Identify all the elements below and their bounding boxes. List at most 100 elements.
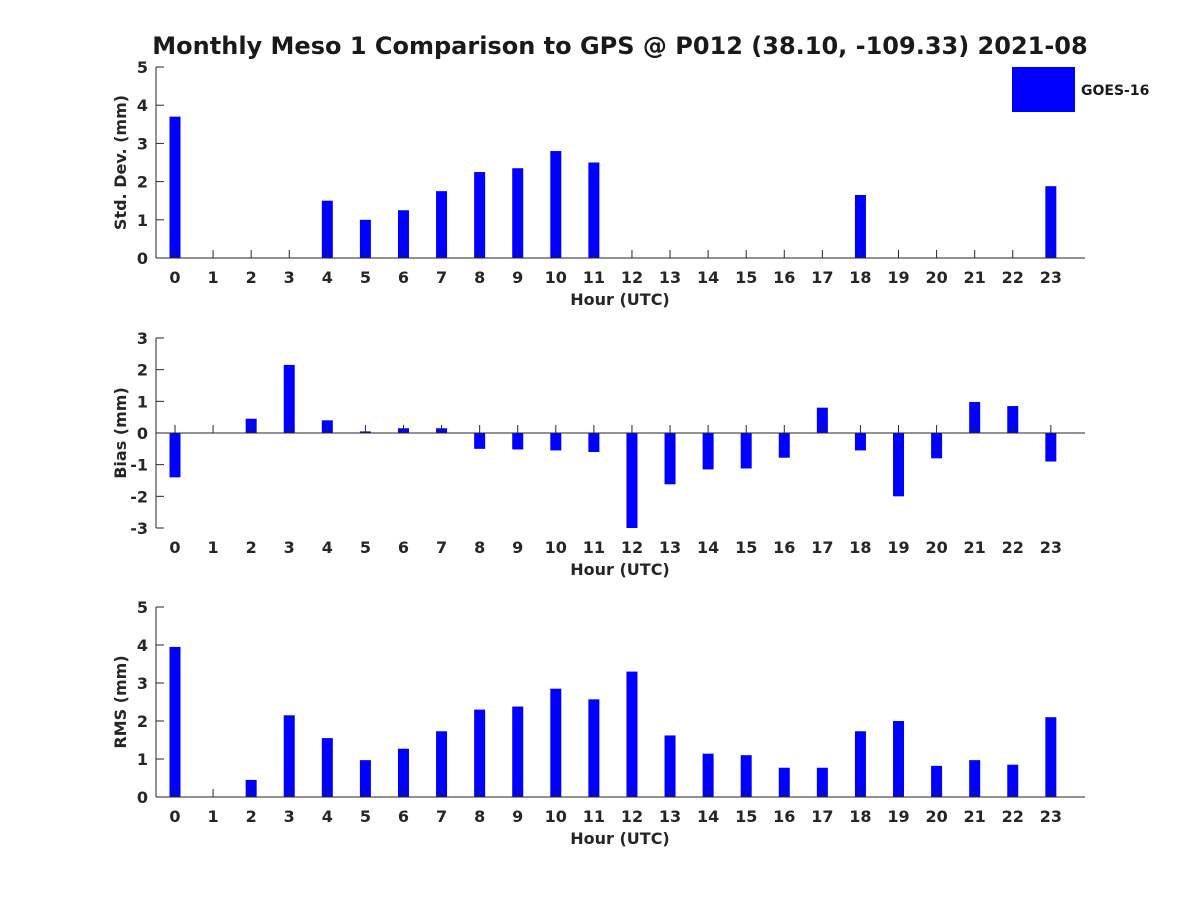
rms-bar-14 <box>702 753 714 797</box>
bias-xtick-label: 5 <box>360 538 371 557</box>
std-xtick-label: 20 <box>925 268 947 287</box>
bias-xtick-label: 9 <box>512 538 523 557</box>
bias-bar-22 <box>1007 406 1019 433</box>
bias-bar-16 <box>778 433 790 458</box>
rms-xtick-label: 18 <box>849 807 871 826</box>
rms-bar-19 <box>893 721 905 797</box>
legend: GOES-16 <box>1012 67 1149 112</box>
std-xtick-label: 5 <box>360 268 371 287</box>
bias-xtick-label: 4 <box>322 538 333 557</box>
bias-x-axis-label: Hour (UTC) <box>570 560 670 579</box>
bias-bar-19 <box>893 433 905 497</box>
bias-xtick-label: 20 <box>925 538 947 557</box>
rms-bar-3 <box>283 715 295 797</box>
std-xtick-label: 12 <box>621 268 643 287</box>
bias-bar-20 <box>931 433 943 459</box>
bias-bar-23 <box>1045 433 1057 462</box>
rms-xtick-label: 13 <box>659 807 681 826</box>
bias-bar-0 <box>169 433 181 478</box>
legend-swatch <box>1012 67 1075 112</box>
rms-x-axis-label: Hour (UTC) <box>570 829 670 848</box>
bias-xtick-label: 22 <box>1002 538 1024 557</box>
rms-xtick-label: 14 <box>697 807 719 826</box>
rms-xtick-label: 22 <box>1002 807 1024 826</box>
rms-bar-11 <box>588 699 600 797</box>
legend-label: GOES-16 <box>1081 83 1149 99</box>
bias-xtick-label: 19 <box>887 538 909 557</box>
rms-xtick-label: 10 <box>545 807 567 826</box>
std-bar-18 <box>854 194 866 258</box>
bias-bar-17 <box>816 407 828 433</box>
rms-ytick-label: 4 <box>137 636 148 655</box>
std-ytick-label: 2 <box>137 173 148 192</box>
bias-xtick-label: 11 <box>583 538 605 557</box>
bias-bar-13 <box>664 433 676 485</box>
std-xtick-label: 4 <box>322 268 333 287</box>
bias-xtick-label: 0 <box>169 538 180 557</box>
std-x-axis-label: Hour (UTC) <box>570 290 670 309</box>
bias-xtick-label: 12 <box>621 538 643 557</box>
std-xtick-label: 17 <box>811 268 833 287</box>
std-ytick-label: 1 <box>137 211 148 230</box>
std-ytick-label: 3 <box>137 134 148 153</box>
std-bar-4 <box>321 200 333 258</box>
bias-xtick-label: 6 <box>398 538 409 557</box>
bias-bar-15 <box>740 433 752 469</box>
std-bar-23 <box>1045 186 1057 258</box>
rms-bar-10 <box>550 688 562 797</box>
std-xtick-label: 22 <box>1002 268 1024 287</box>
std-xtick-label: 19 <box>887 268 909 287</box>
bias-xtick-label: 7 <box>436 538 447 557</box>
bias-bar-11 <box>588 433 600 452</box>
bias-y-axis-label: Bias (mm) <box>111 387 130 479</box>
rms-bar-18 <box>854 731 866 797</box>
rms-bar-4 <box>321 738 333 797</box>
bias-bar-21 <box>969 401 981 433</box>
rms-xtick-label: 7 <box>436 807 447 826</box>
std-xtick-label: 0 <box>169 268 180 287</box>
std-ytick-label: 4 <box>137 96 148 115</box>
rms-xtick-label: 9 <box>512 807 523 826</box>
rms-xtick-label: 21 <box>964 807 986 826</box>
std-bar-0 <box>169 116 181 258</box>
std-xtick-label: 14 <box>697 268 719 287</box>
rms-bar-12 <box>626 671 638 797</box>
rms-ytick-label: 3 <box>137 674 148 693</box>
bias-ytick-label: -1 <box>130 456 148 475</box>
std-xtick-label: 1 <box>208 268 219 287</box>
bias-bar-14 <box>702 433 714 470</box>
rms-bar-7 <box>436 731 448 797</box>
bias-xtick-label: 13 <box>659 538 681 557</box>
rms-xtick-label: 3 <box>284 807 295 826</box>
bias-bar-12 <box>626 433 638 528</box>
bias-xtick-label: 1 <box>208 538 219 557</box>
rms-bar-20 <box>931 765 943 797</box>
bias-xtick-label: 16 <box>773 538 795 557</box>
rms-bar-23 <box>1045 717 1057 797</box>
std-bar-8 <box>474 172 486 258</box>
bias-xtick-label: 23 <box>1040 538 1062 557</box>
rms-xtick-label: 4 <box>322 807 333 826</box>
rms-bar-8 <box>474 709 486 797</box>
rms-ytick-label: 2 <box>137 712 148 731</box>
rms-bar-0 <box>169 646 181 797</box>
rms-xtick-label: 11 <box>583 807 605 826</box>
bias-bar-10 <box>550 433 562 451</box>
bias-xtick-label: 2 <box>246 538 257 557</box>
rms-xtick-label: 0 <box>169 807 180 826</box>
rms-xtick-label: 15 <box>735 807 757 826</box>
rms-ytick-label: 0 <box>137 788 148 807</box>
bias-xtick-label: 15 <box>735 538 757 557</box>
std-bar-5 <box>359 219 371 258</box>
bias-xtick-label: 17 <box>811 538 833 557</box>
rms-xtick-label: 12 <box>621 807 643 826</box>
rms-bar-22 <box>1007 764 1019 797</box>
rms-bar-6 <box>397 748 409 797</box>
std-xtick-label: 10 <box>545 268 567 287</box>
std-bar-9 <box>512 168 524 258</box>
bias-bar-3 <box>283 364 295 433</box>
bias-xtick-label: 8 <box>474 538 485 557</box>
